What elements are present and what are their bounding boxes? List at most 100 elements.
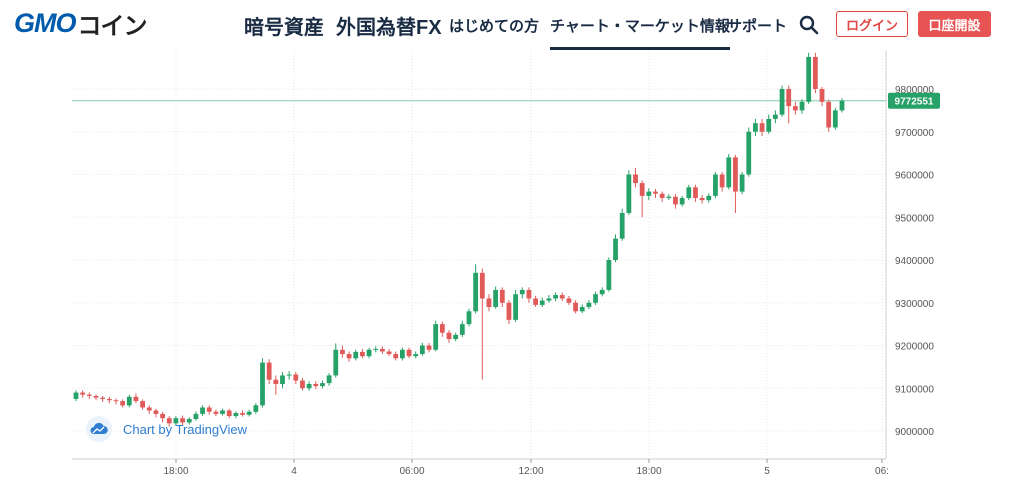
candle bbox=[386, 348, 392, 357]
candle-body bbox=[439, 324, 445, 333]
candle-body bbox=[220, 410, 225, 414]
candle-body bbox=[479, 272, 485, 299]
candle bbox=[666, 194, 672, 201]
candle bbox=[340, 345, 345, 358]
candle bbox=[719, 171, 725, 192]
candle-body bbox=[393, 354, 399, 359]
candle bbox=[193, 411, 199, 421]
gmo-coin-logo[interactable]: GMO コイン bbox=[14, 8, 148, 40]
candle-body bbox=[80, 392, 86, 395]
x-tick-label: 18:00 bbox=[163, 466, 188, 477]
candle bbox=[180, 415, 185, 426]
y-tick-label: 9300000 bbox=[895, 299, 934, 310]
candle bbox=[426, 342, 432, 353]
candle-body bbox=[812, 56, 818, 89]
candle bbox=[253, 403, 259, 414]
candle-body bbox=[586, 302, 592, 308]
candle-body bbox=[173, 418, 179, 424]
nav-support[interactable]: サポート bbox=[727, 17, 788, 35]
candle bbox=[726, 153, 732, 190]
candle bbox=[346, 351, 352, 362]
candle bbox=[559, 292, 565, 302]
candle-body bbox=[733, 157, 738, 192]
login-button[interactable]: ログイン bbox=[836, 11, 908, 37]
candle-body bbox=[573, 302, 578, 312]
candle bbox=[606, 257, 612, 292]
candle bbox=[506, 300, 512, 325]
candle bbox=[626, 170, 632, 216]
search-icon[interactable] bbox=[798, 14, 820, 36]
candle-body bbox=[260, 362, 265, 406]
candle-body bbox=[459, 324, 465, 335]
candle-body bbox=[153, 410, 159, 414]
candle-body bbox=[413, 354, 419, 357]
candle bbox=[439, 321, 445, 337]
candle-body bbox=[306, 383, 312, 389]
tradingview-watermark[interactable]: Chart by TradingView bbox=[86, 416, 247, 442]
candle bbox=[93, 394, 99, 401]
candle-body bbox=[726, 157, 732, 188]
candle-body bbox=[719, 174, 725, 188]
candle bbox=[573, 300, 578, 314]
current-price-label: 9772551 bbox=[895, 97, 934, 108]
candle-body bbox=[713, 174, 718, 196]
candle-body bbox=[779, 89, 785, 115]
candle-body bbox=[293, 374, 299, 381]
candle bbox=[113, 398, 119, 405]
candle-body bbox=[280, 375, 285, 384]
candle bbox=[526, 287, 532, 303]
candle bbox=[772, 110, 778, 124]
x-tick-label: 4 bbox=[291, 466, 297, 477]
candle-body bbox=[240, 413, 245, 415]
y-tick-label: 9600000 bbox=[895, 171, 934, 182]
candle bbox=[293, 372, 299, 384]
candle-body bbox=[213, 411, 219, 414]
candle-body bbox=[100, 397, 106, 399]
candle-body bbox=[626, 174, 632, 213]
candle-body bbox=[226, 410, 232, 417]
candle-body bbox=[246, 411, 252, 415]
candle-body bbox=[693, 187, 698, 199]
candle bbox=[759, 118, 765, 137]
candle bbox=[599, 287, 605, 297]
candle bbox=[213, 409, 219, 417]
candle bbox=[233, 411, 239, 419]
candle bbox=[579, 304, 585, 314]
candle bbox=[673, 194, 678, 209]
candlestick-chart[interactable]: 9800000 9700000 9600000 9500000 9400000 93000… bbox=[0, 50, 1024, 499]
candle-body bbox=[140, 401, 146, 408]
nav-crypto[interactable]: 暗号資産 bbox=[244, 16, 324, 39]
candle bbox=[373, 346, 379, 353]
candle bbox=[446, 330, 452, 343]
nav-chart-market-info[interactable]: チャート・マーケット情報 bbox=[550, 0, 730, 50]
candle bbox=[826, 99, 832, 132]
price-chart[interactable]: 9800000 9700000 9600000 9500000 9400000 93000… bbox=[0, 50, 1024, 499]
candle bbox=[779, 85, 785, 117]
candle bbox=[226, 408, 232, 419]
candle-body bbox=[539, 300, 545, 305]
candle bbox=[353, 349, 359, 361]
candle bbox=[286, 371, 292, 380]
x-axis-labels: 18:00 4 06:00 12:00 18:00 5 06: bbox=[163, 459, 889, 477]
candle bbox=[393, 351, 399, 361]
y-tick-label: 9000000 bbox=[895, 427, 934, 438]
candle-body bbox=[819, 89, 825, 102]
y-tick-label: 9700000 bbox=[895, 128, 934, 139]
candle bbox=[153, 408, 159, 418]
candle-body bbox=[399, 349, 405, 359]
nav-for-beginners[interactable]: はじめての方 bbox=[449, 17, 540, 35]
candle bbox=[739, 171, 745, 195]
candle-body bbox=[93, 395, 99, 398]
candle-body bbox=[473, 272, 479, 312]
candle bbox=[486, 294, 492, 312]
y-tick-label: 9800000 bbox=[895, 85, 934, 96]
nav-forex-fx[interactable]: 外国為替FX bbox=[336, 16, 442, 39]
candle-body bbox=[566, 298, 572, 303]
candle bbox=[646, 188, 652, 201]
open-account-button[interactable]: 口座開設 bbox=[918, 11, 991, 37]
candle-body bbox=[579, 307, 585, 312]
candle bbox=[280, 372, 285, 389]
candle-body bbox=[759, 123, 765, 132]
candle-body bbox=[200, 407, 205, 414]
candle bbox=[693, 184, 698, 202]
